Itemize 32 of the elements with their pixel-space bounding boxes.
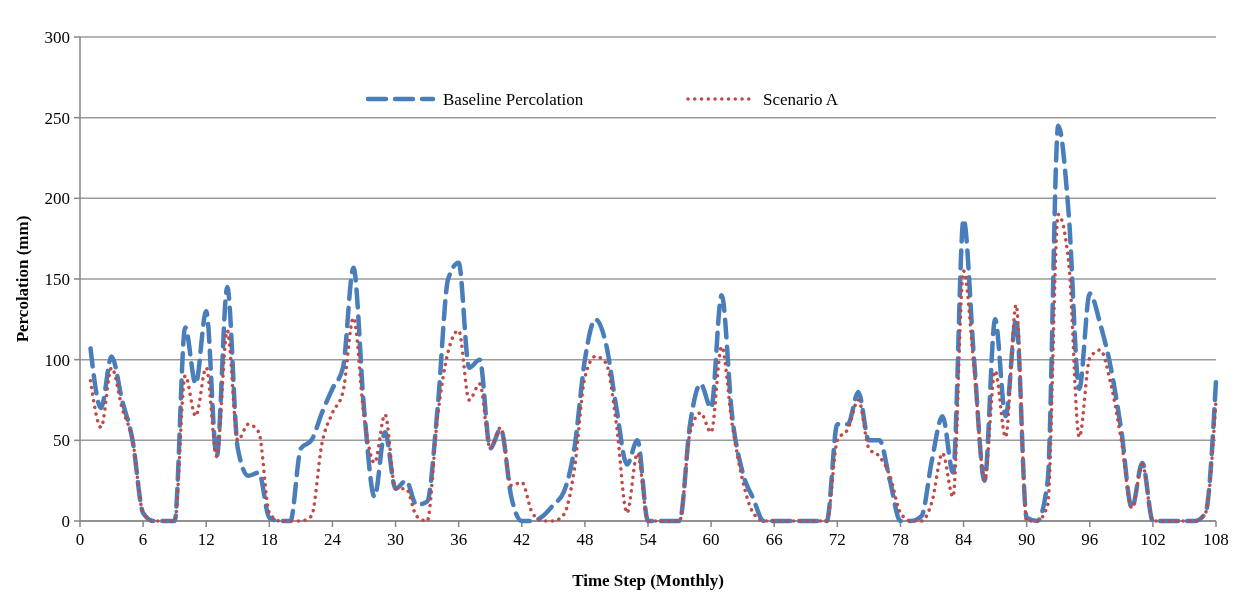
y-tick-label: 100 (44, 350, 70, 370)
y-tick-label: 300 (44, 27, 70, 47)
x-tick-label: 96 (1081, 530, 1099, 549)
x-tick-label: 24 (323, 530, 342, 549)
x-tick-label: 6 (138, 530, 148, 549)
y-tick-label: 200 (44, 189, 70, 209)
y-tick-label: 150 (44, 269, 70, 289)
x-tick-label: 78 (891, 530, 909, 549)
x-tick-label: 48 (576, 530, 594, 549)
x-tick-label: 54 (639, 530, 657, 549)
y-tick-label: 250 (44, 108, 70, 128)
x-tick-label: 60 (702, 530, 720, 549)
x-tick-label: 108 (1203, 530, 1229, 549)
x-axis-title: Time Step (Monthly) (572, 571, 724, 590)
x-tick-label: 0 (75, 530, 85, 549)
y-axis-title: Percolation (mm) (13, 215, 32, 343)
x-tick-label: 102 (1140, 530, 1166, 549)
x-tick-label: 84 (955, 530, 973, 549)
y-tick-label: 0 (61, 511, 70, 531)
x-tick-label: 36 (450, 530, 468, 549)
x-tick-label: 90 (1018, 530, 1036, 549)
legend-label: Scenario A (763, 89, 839, 109)
x-tick-label: 42 (513, 530, 531, 549)
x-tick-label: 12 (197, 530, 215, 549)
line-series (88, 212, 1218, 523)
legend-label: Baseline Percolation (443, 89, 584, 109)
x-tick-label: 30 (387, 530, 405, 549)
line-series (88, 123, 1219, 524)
x-tick-label: 66 (765, 530, 783, 549)
y-tick-label: 50 (53, 431, 70, 451)
x-tick-label: 18 (260, 530, 278, 549)
x-tick-label: 72 (828, 530, 846, 549)
